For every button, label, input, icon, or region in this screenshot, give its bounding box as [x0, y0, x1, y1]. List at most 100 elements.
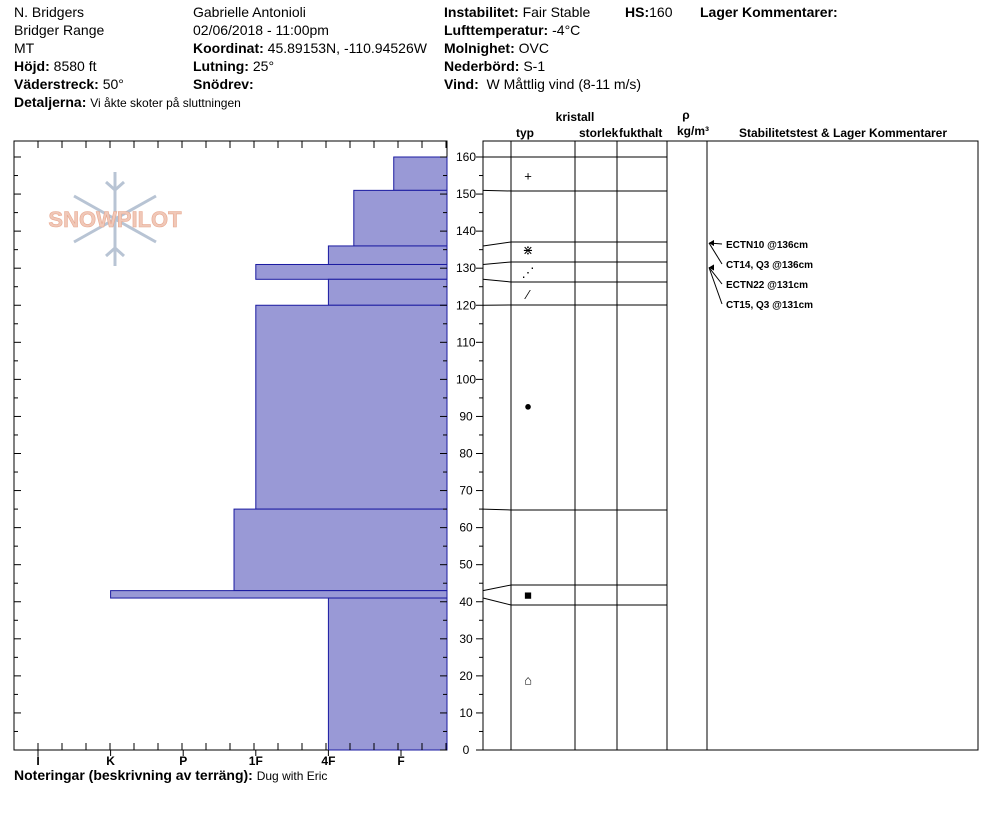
depth-tick-label: 130 — [456, 261, 476, 275]
col-header-storlek: storlek — [579, 126, 619, 140]
stability-test-label: CT15, Q3 @131cm — [726, 300, 813, 311]
grain-symbol: ⌂ — [524, 673, 532, 688]
hardness-tick-label: I — [36, 754, 39, 768]
precip-row: Nederbörd: S-1 — [444, 58, 545, 74]
hardness-layer — [110, 590, 448, 599]
depth-tick-label: 150 — [456, 187, 476, 201]
stability-test-label: CT14, Q3 @136cm — [726, 260, 813, 271]
state-name: MT — [14, 40, 35, 56]
col-header-rho: ρ — [682, 108, 689, 122]
coordinate-label: Koordinat: — [193, 40, 264, 56]
coordinate-row: Koordinat: 45.89153N, -110.94526W — [193, 40, 427, 56]
snowdrift-label: Snödrev: — [193, 76, 254, 92]
logo-text: SNOWPILOT — [48, 207, 182, 232]
hardness-tick-label: P — [179, 754, 187, 768]
elevation-value: 8580 ft — [53, 58, 97, 74]
grain-symbol: ■ — [524, 587, 532, 602]
depth-tick-label: 140 — [456, 224, 476, 238]
snowpilot-logo: SNOWPILOT — [48, 172, 182, 266]
details-value: Vi åkte skoter på sluttningen — [90, 96, 241, 110]
hardness-tick-label: K — [106, 754, 115, 768]
depth-tick-label: 60 — [459, 521, 473, 535]
layer-comments-label: Lager Kommentarer: — [700, 4, 838, 20]
slope-label: Lutning: — [193, 58, 249, 74]
depth-tick-label: 30 — [459, 632, 473, 646]
stability-test-pointer — [708, 242, 723, 265]
hardness-layer — [327, 597, 448, 751]
grain-symbol: ⁄ — [524, 287, 531, 302]
slope-row: Lutning: 25° — [193, 58, 274, 74]
coordinate-value: 45.89153N, -110.94526W — [267, 40, 427, 56]
air-temp-row: Lufttemperatur: -4°C — [444, 22, 580, 38]
hs-label: HS: — [625, 4, 650, 20]
col-header-stability: Stabilitetstest & Lager Kommentarer — [739, 126, 947, 140]
depth-axis: 0 10 20 30 40 50 60 70 80 90 100 110 120 130 140 150 160 — [14, 150, 483, 757]
hardness-layer — [255, 263, 448, 280]
wind-row: Vind: W Måttlig vind (8-11 m/s) — [444, 76, 641, 92]
crystal-row-connector — [482, 241, 512, 247]
elevation-label: Höjd: — [14, 58, 50, 74]
depth-tick-label: 50 — [459, 558, 473, 572]
hardness-tick-label: 1F — [249, 754, 263, 768]
stability-tests: ECTN10 @136cm CT14, Q3 @136cm ECTN22 @131c… — [708, 239, 813, 311]
wind-label: Vind: — [444, 76, 479, 92]
range-name: Bridger Range — [14, 22, 105, 38]
precip-value: S-1 — [523, 58, 546, 74]
crystal-table-frame — [482, 140, 979, 751]
hardness-layer — [327, 245, 448, 265]
location-name: N. Bridgers — [14, 4, 85, 20]
aspect-label: Väderstreck: — [14, 76, 99, 92]
instability-label: Instabilitet: — [444, 4, 519, 20]
depth-tick-label: 160 — [456, 150, 476, 164]
stability-test-arrowhead — [709, 264, 714, 271]
depth-tick-label: 110 — [456, 335, 475, 349]
hardness-layer — [255, 304, 448, 510]
hardness-layer — [393, 156, 448, 191]
crystal-row-connector — [482, 261, 512, 265]
stability-test-label: ECTN22 @131cm — [726, 280, 808, 291]
stability-test-label: ECTN10 @136cm — [726, 240, 808, 251]
air-temp-value: -4°C — [552, 22, 581, 38]
crystal-row-connector — [482, 189, 512, 192]
grain-symbol: ● — [524, 398, 532, 413]
depth-tick-label: 120 — [456, 298, 476, 312]
stability-test-arrowhead — [709, 239, 714, 246]
snowflake-icon — [73, 172, 157, 266]
hardness-axis: I K P 1F 4F F — [13, 141, 447, 768]
hardness-tick-label: 4F — [321, 754, 335, 768]
aspect-row: Väderstreck: 50° — [14, 76, 124, 92]
depth-tick-label: 90 — [459, 409, 473, 423]
observation-datetime: 02/06/2018 - 11:00pm — [193, 22, 329, 38]
crystal-row-connector — [482, 278, 512, 283]
stability-test-pointer — [708, 267, 723, 285]
aspect-value: 50° — [102, 76, 124, 92]
cloud-label: Molnighet: — [444, 40, 515, 56]
grain-symbol: ⋰ — [522, 265, 535, 280]
crystal-row-connector — [482, 584, 512, 592]
depth-tick-label: 80 — [459, 447, 473, 461]
details-row: Detaljerna: Vi åkte skoter på sluttninge… — [14, 94, 241, 111]
hardness-layers — [110, 156, 448, 751]
col-header-fukthalt: fukthalt — [619, 126, 662, 140]
air-temp-label: Lufttemperatur: — [444, 22, 549, 38]
depth-tick-label: 0 — [463, 743, 470, 757]
hardness-layer — [233, 508, 448, 592]
col-header-density-unit: kg/m³ — [677, 124, 709, 138]
hardness-tick-label: F — [397, 754, 404, 768]
notes-row: Noteringar (beskrivning av terräng): Dug… — [14, 767, 327, 784]
hs-value: 160 — [649, 4, 673, 20]
details-label: Detaljerna: — [14, 94, 87, 110]
instability-value: Fair Stable — [522, 4, 591, 20]
hs-row: HS:160 — [625, 4, 672, 20]
col-header-typ: typ — [516, 126, 534, 140]
depth-tick-label: 40 — [459, 595, 473, 609]
depth-tick-label: 20 — [459, 669, 473, 683]
crystal-row-connector — [482, 508, 512, 511]
col-header-kristall: kristall — [556, 110, 595, 124]
grain-symbols: + ⋇ ⋰ ⁄ ● ■ ⌂ — [522, 169, 535, 688]
crystal-row-connector — [482, 597, 512, 606]
hardness-layer — [327, 278, 448, 306]
notes-label: Noteringar (beskrivning av terräng): — [14, 767, 253, 783]
depth-tick-label: 10 — [459, 706, 473, 720]
